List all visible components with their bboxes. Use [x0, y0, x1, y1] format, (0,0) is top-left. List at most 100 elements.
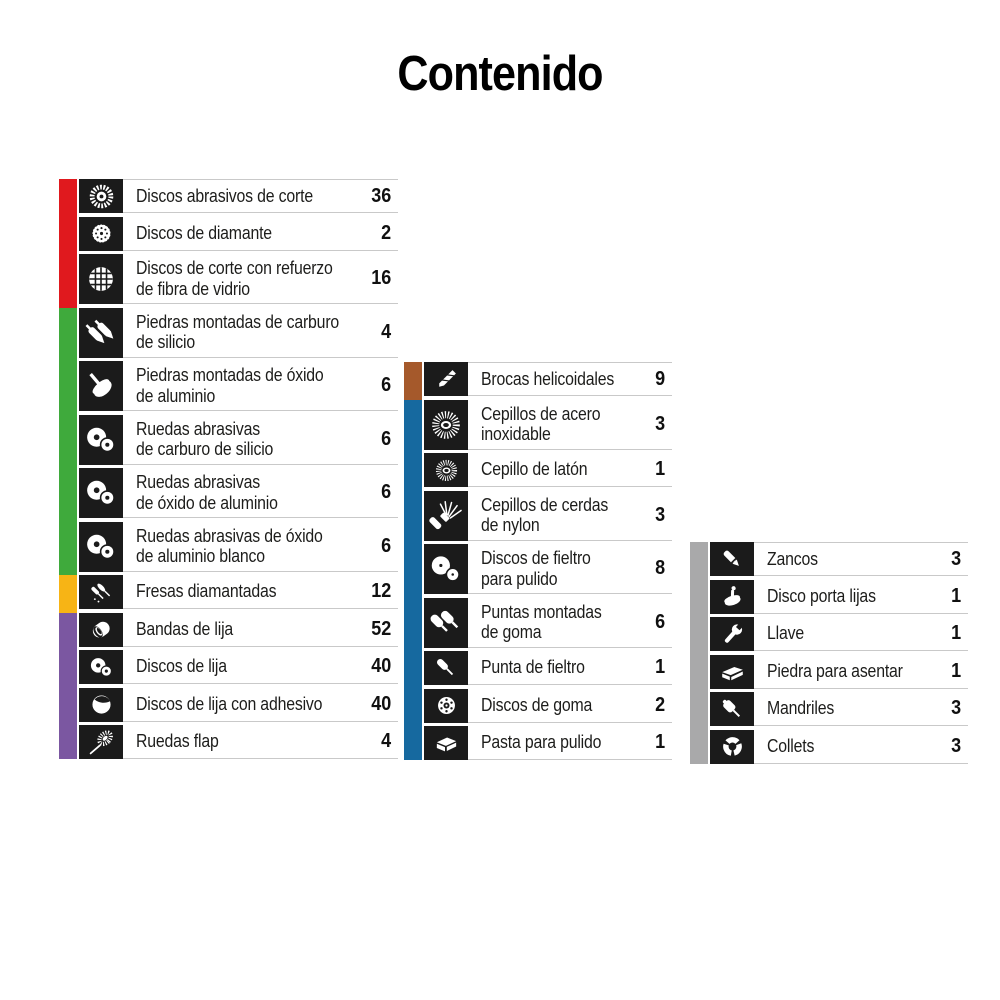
- list-item: Collets 3: [710, 729, 968, 764]
- item-count: 8: [654, 557, 665, 579]
- shank-icon: [710, 542, 754, 576]
- item-count: 9: [654, 367, 665, 390]
- item-text: Ruedas abrasivas de óxido de aluminio 6: [123, 468, 398, 518]
- item-label: Llave: [767, 623, 805, 644]
- list-item: Discos de lija con adhesivo 40: [79, 687, 398, 722]
- item-label: Discos de fieltro para pulido: [481, 548, 591, 589]
- item-label: Piedras montadas de óxido de aluminio: [136, 365, 324, 406]
- item-label: Discos de diamante: [136, 222, 272, 243]
- item-text: Piedras montadas de carburo de silicio 4: [123, 308, 398, 358]
- list-item: Punta de fieltro 1: [424, 651, 672, 685]
- contents-column-middle: Brocas helicoidales 9 Cepillos de acero in…: [404, 362, 672, 760]
- item-text: Discos de lija con adhesivo 40: [123, 688, 398, 722]
- item-label: Punta de fieltro: [481, 657, 585, 678]
- item-text: Discos abrasivos de corte 36: [123, 179, 398, 213]
- list-item: Brocas helicoidales 9: [424, 362, 672, 396]
- item-text: Discos de fieltro para pulido 8: [468, 544, 672, 594]
- item-label: Mandriles: [767, 698, 835, 719]
- list-item: Ruedas abrasivas de carburo de silicio 6: [79, 414, 398, 465]
- diamond-burrs-icon: [79, 575, 123, 609]
- item-count: 6: [380, 374, 391, 396]
- list-item: Discos de corte con refuerzo de fibra de…: [79, 254, 398, 304]
- item-text: Pasta para pulido 1: [468, 726, 672, 760]
- item-label: Puntas montadas de goma: [481, 601, 602, 643]
- item-text: Punta de fieltro 1: [468, 651, 672, 685]
- cut-disc-icon: [79, 179, 123, 213]
- adhesive-disc-icon: [79, 687, 123, 722]
- polish-paste-icon: [424, 726, 468, 760]
- item-count: 6: [380, 481, 391, 503]
- item-count: 3: [950, 697, 961, 719]
- item-count: 52: [370, 617, 391, 640]
- item-count: 6: [380, 534, 391, 557]
- backing-pad-icon: [710, 579, 754, 614]
- list-item: Discos abrasivos de corte 36: [79, 179, 398, 213]
- abrasive-wheels-icon: [79, 468, 123, 518]
- item-text: Mandriles 3: [754, 692, 968, 726]
- item-text: Brocas helicoidales 9: [468, 362, 672, 396]
- mandrel-icon: [710, 692, 754, 726]
- item-label: Disco porta lijas: [767, 585, 876, 606]
- item-count: 4: [380, 730, 391, 752]
- list-item: Zancos 3: [710, 542, 968, 576]
- item-text: Ruedas abrasivas de óxido de aluminio bl…: [123, 522, 398, 572]
- item-text: Discos de goma 2: [468, 689, 672, 723]
- list-item: Discos de fieltro para pulido 8: [424, 544, 672, 594]
- item-count: 1: [950, 622, 961, 644]
- item-label: Cepillo de latón: [481, 459, 588, 480]
- item-label: Piedras montadas de carburo de silicio: [136, 311, 340, 353]
- item-label: Ruedas abrasivas de óxido de aluminio bl…: [136, 525, 323, 567]
- diamond-disc-icon: [79, 216, 123, 251]
- item-count: 2: [380, 221, 391, 244]
- contents-column-right: Zancos 3 Disco porta lijas 1 Llave 1 Piedra pa…: [690, 542, 968, 764]
- flap-wheel-icon: [79, 725, 123, 759]
- mounted-stone-shaft-icon: [79, 361, 123, 411]
- brown-category-bar: [404, 362, 422, 400]
- item-text: Fresas diamantadas 12: [123, 575, 398, 609]
- item-count: 1: [950, 584, 961, 607]
- item-count: 36: [370, 184, 391, 207]
- purple-category-bar: [59, 612, 77, 759]
- list-item: Cepillos de acero inoxidable 3: [424, 399, 672, 450]
- item-text: Ruedas abrasivas de carburo de silicio 6: [123, 415, 398, 465]
- list-item: Pasta para pulido 1: [424, 726, 672, 760]
- blue-category-bar: [404, 399, 422, 760]
- list-item: Bandas de lija 52: [79, 612, 398, 647]
- item-text: Puntas montadas de goma 6: [468, 598, 672, 648]
- list-item: Ruedas abrasivas de óxido de aluminio bl…: [79, 521, 398, 572]
- list-item: Llave 1: [710, 617, 968, 651]
- item-count: 3: [654, 503, 665, 526]
- item-label: Collets: [767, 735, 815, 756]
- item-text: Disco porta lijas 1: [754, 580, 968, 614]
- abrasive-wheels-icon: [79, 521, 123, 572]
- page-title: Contenido: [397, 47, 603, 101]
- rubber-discs-icon: [424, 688, 468, 723]
- list-item: Piedras montadas de óxido de aluminio 6: [79, 361, 398, 411]
- item-label: Ruedas flap: [136, 731, 219, 752]
- item-label: Cepillos de cerdas de nylon: [481, 494, 609, 536]
- item-count: 16: [370, 267, 391, 289]
- item-label: Discos de lija: [136, 656, 227, 677]
- felt-point-icon: [424, 651, 468, 685]
- item-label: Cepillos de acero inoxidable: [481, 403, 601, 445]
- abrasive-wheels-icon: [79, 414, 123, 465]
- gray-category-bar: [690, 542, 708, 764]
- item-text: Piedra para asentar 1: [754, 655, 968, 689]
- item-text: Piedras montadas de óxido de aluminio 6: [123, 361, 398, 411]
- item-label: Brocas helicoidales: [481, 368, 615, 389]
- item-text: Bandas de lija 52: [123, 613, 398, 647]
- wire-brush-icon: [424, 453, 468, 487]
- item-count: 4: [380, 320, 391, 343]
- item-text: Zancos 3: [754, 542, 968, 576]
- fiberglass-disc-icon: [79, 254, 123, 304]
- list-item: Ruedas flap 4: [79, 725, 398, 759]
- red-category-bar: [59, 179, 77, 308]
- item-label: Discos de corte con refuerzo de fibra de…: [136, 258, 333, 299]
- list-item: Discos de diamante 2: [79, 216, 398, 251]
- list-item: Puntas montadas de goma 6: [424, 597, 672, 648]
- wrench-icon: [710, 617, 754, 651]
- sharpening-stone-icon: [710, 654, 754, 689]
- item-count: 2: [654, 693, 665, 716]
- item-label: Bandas de lija: [136, 618, 234, 639]
- list-item: Disco porta lijas 1: [710, 579, 968, 614]
